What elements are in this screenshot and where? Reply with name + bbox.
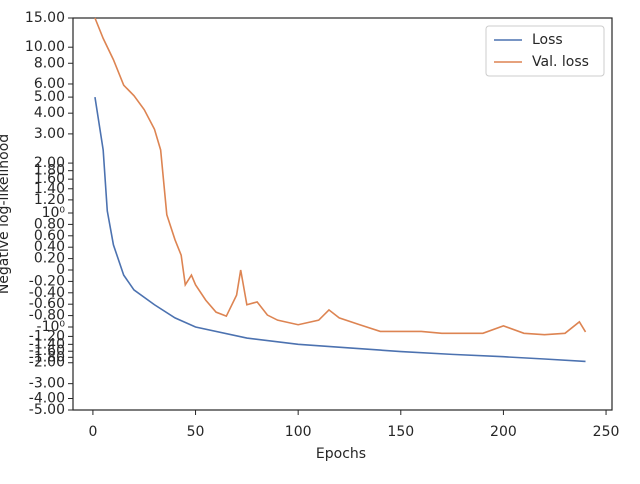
x-tick-label: 0: [88, 424, 97, 440]
y-tick-label: 1.20: [34, 192, 65, 208]
y-tick-label: -1.60: [29, 343, 65, 359]
y-tick-label: 1.40: [34, 181, 65, 197]
y-tick-label: 6.00: [34, 76, 65, 92]
y-tick-label: -4.00: [29, 390, 65, 406]
y-tick-label: 8.00: [34, 55, 65, 71]
y-tick-label: -3.00: [29, 376, 65, 392]
y-tick-label: 2.00: [34, 155, 65, 171]
plot-frame: [72, 17, 613, 411]
y-tick-label: 1.80: [34, 163, 65, 179]
x-tick-label: 100: [285, 424, 312, 440]
legend-label: Loss: [532, 32, 563, 48]
x-tick-label: 200: [490, 424, 517, 440]
y-tick-label: 0.60: [34, 228, 65, 244]
y-tick-label: -2.00: [29, 355, 65, 371]
x-tick-label: 250: [593, 424, 620, 440]
y-tick-label: -0.20: [29, 273, 65, 289]
legend-box: [485, 25, 605, 77]
y-tick-label: 0.80: [34, 216, 65, 232]
y-tick-label: 0.40: [34, 239, 65, 255]
y-tick-label: 0.20: [34, 251, 65, 267]
y-tick-label: 3.00: [34, 126, 65, 142]
x-axis-label: Epochs: [316, 446, 366, 462]
legend-label: Val. loss: [532, 54, 589, 70]
y-tick-label: 5.00: [34, 89, 65, 105]
y-tick-label: -0.40: [29, 285, 65, 301]
y-tick-label: 0: [56, 262, 65, 278]
y-tick-label: 4.00: [34, 105, 65, 121]
y-tick-label: 1.60: [34, 171, 65, 187]
y-tick-label: 10.00: [25, 39, 65, 55]
y-tick-label: -0.60: [29, 296, 65, 312]
y-tick-label: -5.00: [29, 402, 65, 418]
y-tick-label: 10⁰: [42, 205, 66, 221]
y-axis-label: Negative log-likelihood: [0, 134, 12, 294]
line-series: [94, 96, 586, 363]
y-tick-label: -0.80: [29, 308, 65, 324]
y-tick-label: -1.20: [29, 328, 65, 344]
y-tick-label: -1.80: [29, 349, 65, 365]
y-tick-label: 15.00: [25, 10, 65, 26]
y-tick-label: -1.40: [29, 336, 65, 352]
x-tick-label: 150: [387, 424, 414, 440]
line-series: [94, 17, 587, 336]
y-tick-label: -10⁰: [37, 319, 66, 335]
x-tick-label: 50: [187, 424, 205, 440]
